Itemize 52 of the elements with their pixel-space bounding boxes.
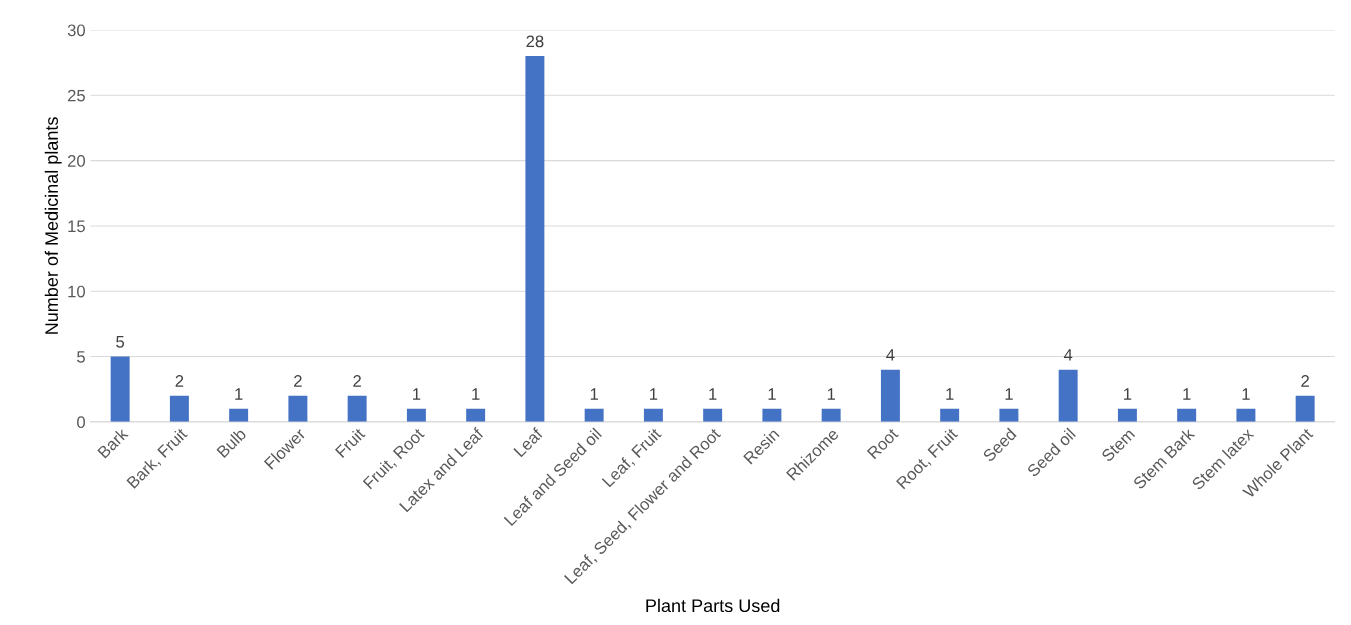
data-label: 1 [1183, 388, 1191, 400]
bar [643, 408, 663, 422]
bar [762, 408, 782, 422]
data-label: 2 [1301, 375, 1309, 387]
data-label: 1 [1005, 388, 1013, 400]
bar [1058, 369, 1078, 422]
data-label: 1 [827, 388, 835, 400]
bar [999, 408, 1019, 422]
bar [880, 369, 900, 422]
data-label: 1 [946, 388, 954, 400]
bar [940, 408, 960, 422]
bar [406, 408, 426, 422]
bar [525, 56, 545, 422]
data-label: 1 [650, 388, 658, 400]
y-tick-label: 15 [68, 220, 85, 233]
y-axis-title: Number of Medicinal plants [44, 117, 62, 334]
y-tick-label: 0 [77, 416, 85, 429]
data-label: 2 [175, 375, 184, 387]
data-label: 5 [116, 336, 125, 348]
data-label: 1 [1124, 388, 1132, 400]
data-label: 28 [526, 35, 544, 48]
y-tick-label: 30 [67, 24, 86, 37]
y-tick-label: 10 [68, 285, 86, 298]
data-label: 1 [413, 388, 421, 400]
data-label: 1 [590, 388, 598, 400]
data-label: 1 [235, 388, 243, 400]
data-label: 4 [886, 349, 895, 361]
bar [110, 356, 130, 422]
bar [703, 408, 723, 422]
bar [288, 395, 308, 422]
data-label: 1 [1242, 388, 1250, 400]
bar [1236, 408, 1256, 422]
data-label: 1 [768, 388, 776, 400]
data-label: 4 [1063, 349, 1073, 361]
bar [821, 408, 841, 422]
x-axis-title: Plant Parts Used [646, 598, 780, 613]
data-label: 1 [709, 388, 717, 400]
bar [169, 395, 189, 422]
bar [466, 408, 486, 422]
data-label: 1 [472, 388, 480, 400]
data-label: 2 [294, 375, 302, 387]
bar [1295, 395, 1315, 422]
y-tick-label: 20 [67, 155, 86, 167]
bar [347, 395, 367, 422]
bar [1117, 408, 1137, 422]
data-label: 2 [353, 375, 361, 387]
bar [1177, 408, 1197, 422]
y-tick-label: 5 [77, 351, 85, 363]
bar [229, 408, 249, 422]
y-tick-label: 25 [67, 89, 85, 102]
bar [584, 408, 604, 422]
x-tick-label: Bulb [216, 427, 247, 459]
